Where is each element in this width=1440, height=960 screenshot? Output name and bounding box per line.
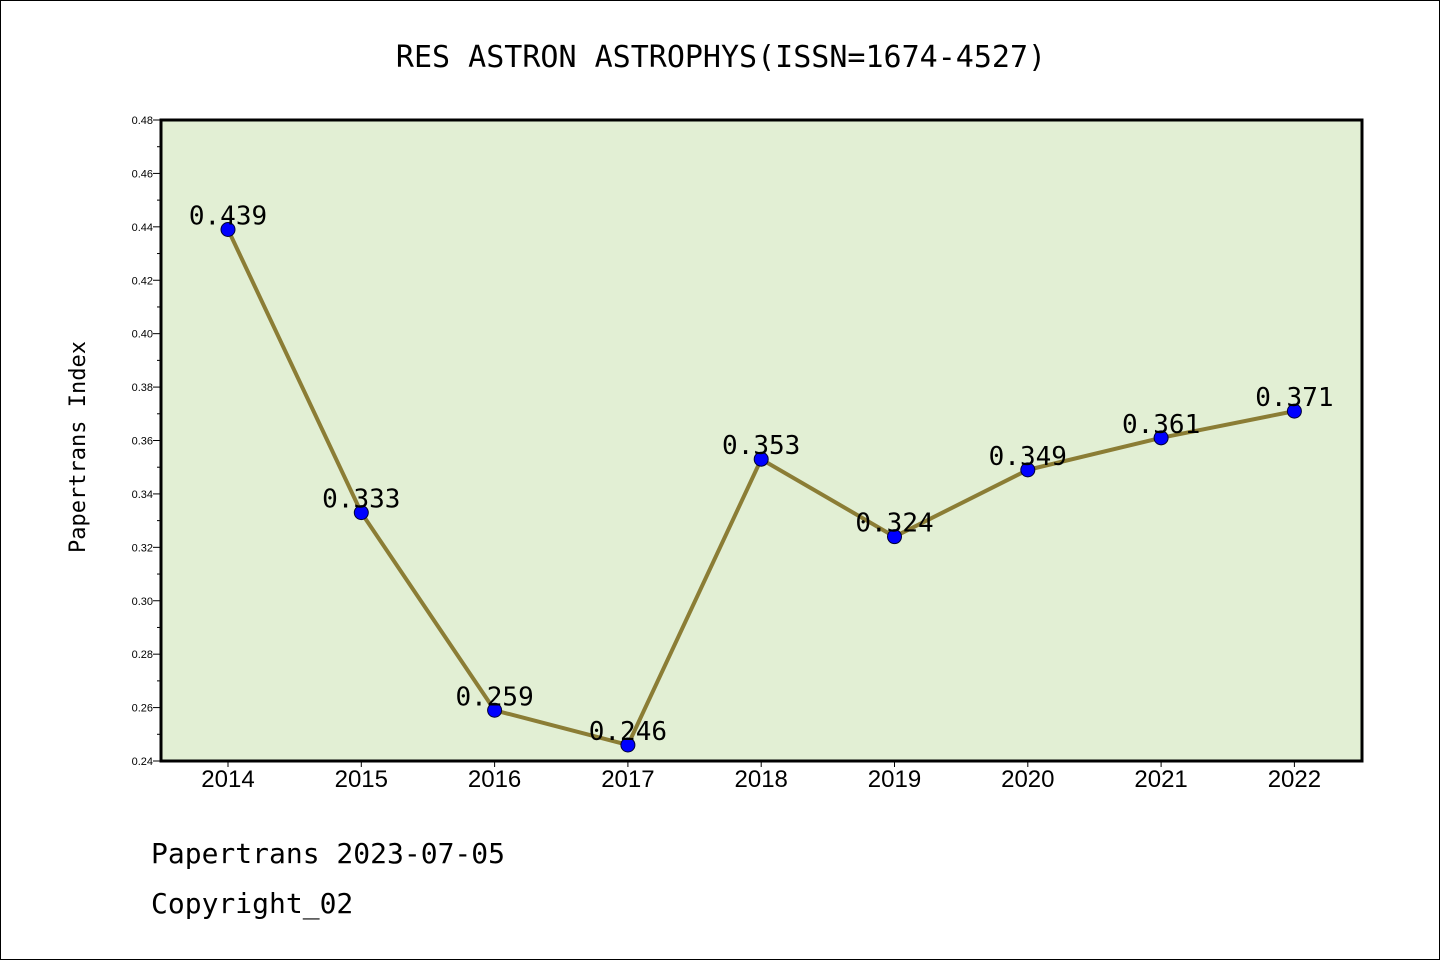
series [220,222,1302,753]
data-point [753,451,769,467]
data-label: 0.349 [989,442,1067,472]
data-point [887,529,902,545]
data-point [353,505,369,521]
data-label: 0.324 [855,509,933,539]
y-tick-label: 0.34 [132,489,153,501]
data-labels: 0.439 0.333 0.259 0.246 0.353 0.324 0.349 0.361… [189,202,1334,747]
chart-title: RES ASTRON ASTROPHYS(ISSN=1674-4527) [396,40,1046,75]
y-tick-label: 0.48 [132,115,153,127]
data-point [1286,403,1302,419]
data-label: 0.439 [189,202,267,232]
y-tick-label: 0.28 [132,649,153,661]
y-tick-label: 0.40 [132,329,153,341]
data-label: 0.333 [322,485,400,515]
y-tick-label: 0.30 [132,596,153,608]
x-tick-label: 2016 [468,766,521,793]
y-axis-label: Papertrans Index [66,341,91,553]
y-axis: 0.24 0.26 0.28 0.30 0.32 0.34 0.36 0.38 0.40 0.42… [132,115,161,768]
data-label: 0.361 [1122,410,1200,440]
x-tick-label: 2022 [1268,766,1321,793]
y-tick-label: 0.26 [132,703,153,715]
data-point [487,702,503,718]
y-tick-label: 0.42 [132,275,153,287]
y-tick-label: 0.36 [132,436,153,448]
x-axis: 2014 2015 2016 2017 2018 2019 2020 2021 2022 [201,761,1321,793]
y-tick-label: 0.32 [132,542,153,554]
data-point [1020,462,1036,478]
x-tick-label: 2020 [1001,766,1054,793]
data-label: 0.246 [589,717,667,747]
x-tick-label: 2019 [868,766,921,793]
x-tick-label: 2017 [601,766,654,793]
data-label: 0.259 [455,682,533,712]
x-tick-label: 2021 [1134,766,1187,793]
y-tick-label: 0.24 [132,756,153,768]
data-point [1153,430,1169,446]
data-point [620,737,636,753]
y-tick-label: 0.44 [132,222,153,234]
y-tick-label: 0.38 [132,382,153,394]
data-point [220,222,236,238]
x-tick-label: 2014 [201,766,254,793]
x-tick-label: 2015 [335,766,388,793]
data-label: 0.371 [1255,383,1333,413]
y-tick-label: 0.46 [132,168,153,180]
x-tick-label: 2018 [735,766,788,793]
data-label: 0.353 [722,431,800,461]
footer-copyright-text: Copyright_02 [151,887,354,920]
footer-date-text: Papertrans 2023-07-05 [151,837,506,870]
